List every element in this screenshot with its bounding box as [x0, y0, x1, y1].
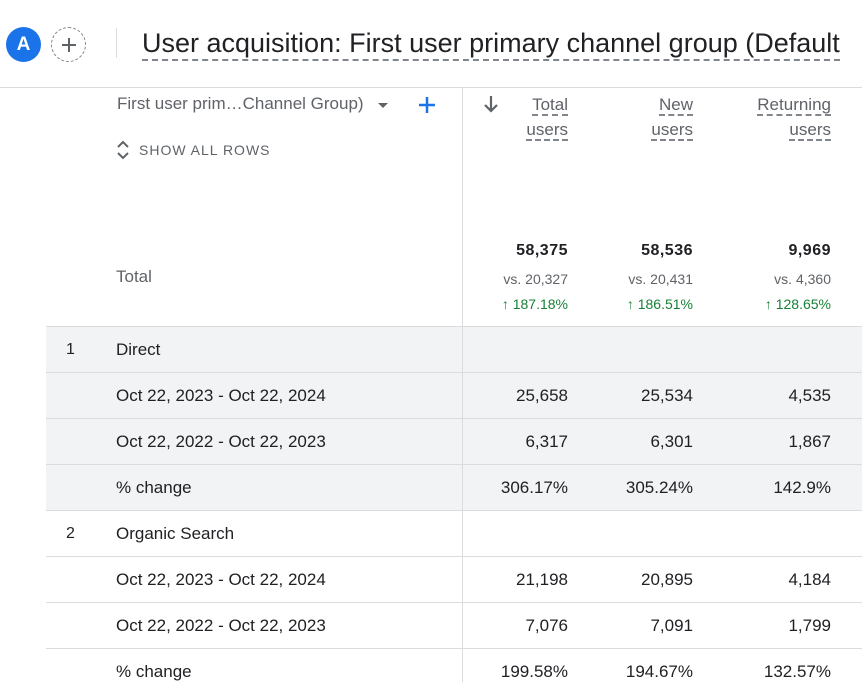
cell-returning-users: 142.9%: [773, 477, 831, 497]
table-row[interactable]: 1 Direct: [46, 326, 862, 372]
total-percent-change: ↑ 128.65%: [764, 296, 831, 312]
dimension-label: First user prim…Channel Group): [117, 94, 364, 113]
cell-returning-users: 4,184: [788, 569, 831, 589]
cell-total-users: 306.17%: [500, 477, 568, 497]
caret-down-icon: [377, 102, 388, 108]
sort-descending-arrow-icon[interactable]: [482, 94, 500, 114]
cell-total-users: 199.58%: [500, 661, 568, 681]
table-row[interactable]: Oct 22, 2023 - Oct 22, 2024 25,658 25,53…: [46, 372, 862, 418]
total-value: 9,969: [788, 242, 831, 259]
report-header: A User acquisition: First user primary c…: [0, 0, 862, 88]
cell-total-users: 7,076: [525, 615, 568, 635]
comparison-avatar[interactable]: A: [6, 27, 41, 62]
cell-total-users: 6,317: [525, 431, 568, 451]
cell-new-users: 20,895: [641, 569, 693, 589]
table-row[interactable]: 2 Organic Search: [46, 510, 862, 556]
table-row[interactable]: Oct 22, 2022 - Oct 22, 2023 7,076 7,091 …: [46, 602, 862, 648]
table-row[interactable]: Oct 22, 2022 - Oct 22, 2023 6,317 6,301 …: [46, 418, 862, 464]
total-percent-change: ↑ 187.18%: [501, 296, 568, 312]
row-label: % change: [116, 477, 192, 497]
column-header-total-users[interactable]: Total users: [526, 95, 568, 141]
total-value: 58,375: [516, 242, 568, 259]
cell-new-users: 194.67%: [625, 661, 693, 681]
table-row[interactable]: % change 199.58% 194.67% 132.57%: [46, 648, 862, 682]
unfold-icon: [117, 140, 129, 160]
row-label: Organic Search: [116, 523, 235, 543]
row-number: 2: [66, 524, 75, 542]
row-label: % change: [116, 661, 192, 681]
cell-returning-users: 4,535: [788, 385, 831, 405]
cell-returning-users: 1,867: [788, 431, 831, 451]
total-row-label: Total: [116, 267, 152, 286]
cell-new-users: 305.24%: [625, 477, 693, 497]
cell-total-users: 21,198: [516, 569, 568, 589]
row-label: Oct 22, 2023 - Oct 22, 2024: [116, 385, 326, 405]
plus-icon: [61, 37, 76, 52]
row-label: Oct 22, 2022 - Oct 22, 2023: [116, 615, 326, 635]
row-label: Oct 22, 2022 - Oct 22, 2023: [116, 431, 326, 451]
show-all-rows-button[interactable]: SHOW ALL ROWS: [115, 140, 271, 160]
dimension-selector[interactable]: First user prim…Channel Group): [117, 94, 388, 114]
row-label: Oct 22, 2023 - Oct 22, 2024: [116, 569, 326, 589]
total-percent-change: ↑ 186.51%: [626, 296, 693, 312]
cell-new-users: 7,091: [650, 615, 693, 635]
total-comparison: vs. 4,360: [774, 271, 831, 287]
add-comparison-button[interactable]: [51, 27, 86, 62]
cell-new-users: 6,301: [650, 431, 693, 451]
column-divider: [462, 88, 463, 682]
page-title[interactable]: User acquisition: First user primary cha…: [142, 27, 840, 61]
left-gutter: [0, 88, 46, 682]
show-all-rows-label: SHOW ALL ROWS: [139, 142, 271, 158]
column-header-returning-users[interactable]: Returning users: [757, 95, 831, 141]
column-header-new-users[interactable]: New users: [651, 95, 693, 141]
total-value: 58,536: [641, 242, 693, 259]
cell-returning-users: 1,799: [788, 615, 831, 635]
table-row[interactable]: % change 306.17% 305.24% 142.9%: [46, 464, 862, 510]
table-row[interactable]: Oct 22, 2023 - Oct 22, 2024 21,198 20,89…: [46, 556, 862, 602]
row-label: Direct: [116, 339, 161, 359]
total-comparison: vs. 20,431: [628, 271, 693, 287]
row-number: 1: [66, 340, 75, 358]
header-divider: [116, 28, 117, 58]
add-dimension-plus-icon[interactable]: [417, 95, 437, 115]
total-comparison: vs. 20,327: [503, 271, 568, 287]
cell-total-users: 25,658: [516, 385, 568, 405]
cell-new-users: 25,534: [641, 385, 693, 405]
cell-returning-users: 132.57%: [763, 661, 831, 681]
